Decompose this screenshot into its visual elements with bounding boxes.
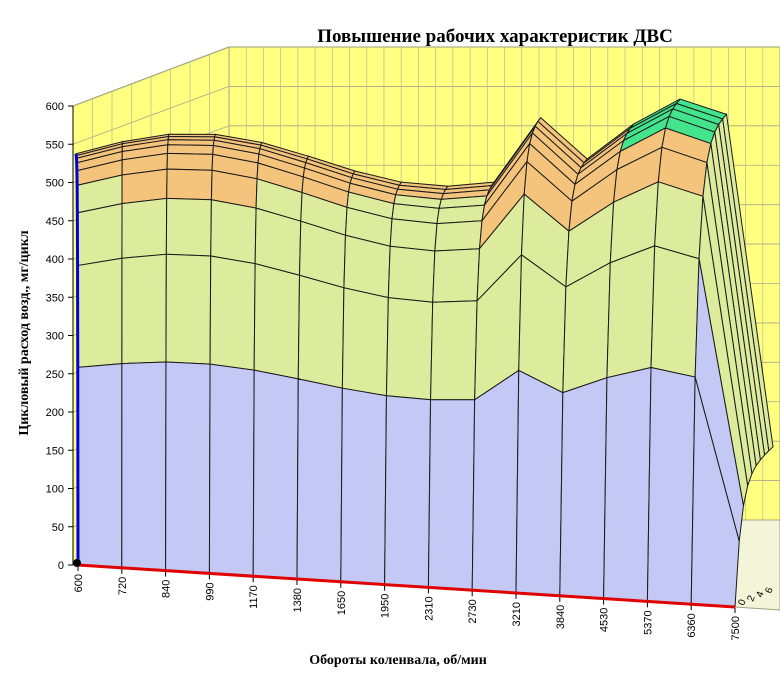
x-tick-label: 2310	[423, 596, 435, 620]
surface-cell	[166, 152, 214, 171]
depth-tick-label: 0	[736, 598, 748, 607]
z-tick-label: 400	[46, 254, 64, 266]
surface-cell	[606, 245, 656, 379]
surface-cell	[76, 202, 123, 267]
surface-cell	[434, 220, 483, 252]
x-tick-label: 1380	[292, 588, 304, 612]
z-tick-label: 550	[46, 139, 64, 151]
surface-cell	[471, 369, 520, 594]
surface-cell	[427, 399, 476, 591]
x-tick-label: 3210	[511, 602, 523, 626]
z-tick-label: 150	[46, 445, 64, 457]
x-tick-label: 720	[117, 577, 129, 595]
z-tick-label: 300	[46, 331, 64, 343]
z-axis-ticks: 0 50 100 150 200 250 300 350 400 450 500 550 600	[46, 101, 73, 572]
front-red-edge	[77, 563, 736, 609]
surface-cell	[209, 255, 256, 371]
z-tick-label: 100	[46, 484, 64, 496]
surface-cell	[650, 245, 700, 378]
surface-cell	[166, 144, 214, 155]
surface-cell	[165, 253, 212, 365]
z-tick-label: 0	[58, 560, 64, 572]
surface-cell	[341, 287, 389, 397]
x-tick-label: 6360	[686, 613, 698, 637]
z-tick-label: 500	[46, 178, 64, 190]
surface-cell	[253, 262, 301, 380]
z-tick-label: 200	[46, 407, 64, 419]
origin-marker	[73, 559, 81, 567]
x-tick-label: 1650	[336, 591, 348, 615]
depth-tick-label: 6	[763, 586, 775, 595]
surface-cell	[389, 218, 438, 252]
surface-cell	[385, 297, 434, 401]
z-tick-label: 50	[52, 522, 64, 534]
surface-cell	[432, 248, 481, 303]
x-axis-title: Обороты коленвала, об/мин	[309, 653, 487, 668]
surface-cell	[121, 361, 167, 572]
surface-cell	[252, 369, 299, 580]
z-tick-label: 350	[46, 292, 64, 304]
x-tick-label: 990	[204, 582, 216, 600]
surface-cell	[121, 253, 167, 365]
surface-cell	[297, 274, 345, 389]
surface-cell	[387, 245, 436, 303]
surface-cell	[121, 168, 168, 205]
surface-cell	[208, 363, 255, 577]
x-tick-label: 840	[161, 580, 173, 598]
y-axis-title: Цикловый расход возд., мг/цикл	[17, 230, 32, 435]
surface-cell	[343, 234, 391, 299]
chart-title: Повышение рабочих характеристик ДВС	[317, 26, 673, 47]
surface-cell	[77, 363, 123, 569]
z-tick-label: 250	[46, 369, 64, 381]
x-tick-label: 4530	[599, 608, 611, 632]
x-tick-label: 3840	[555, 605, 567, 629]
x-tick-label: 1170	[248, 585, 260, 609]
z-tick-label: 600	[46, 101, 64, 113]
surface-cell	[296, 378, 343, 583]
surface-cell	[165, 197, 212, 257]
surface-cell	[603, 366, 652, 602]
x-tick-label: 7500	[730, 616, 742, 640]
surface-cell	[165, 361, 211, 574]
surface-cell	[515, 369, 564, 597]
depth-tick-label: 4	[754, 590, 766, 599]
x-axis-ticks: 600 720 840 990 1170 1380 1650 1950 2310 2730 3210…	[73, 566, 742, 640]
depth-tick-label: 2	[745, 594, 757, 603]
x-tick-label: 5370	[642, 610, 654, 634]
surface-cell	[646, 366, 696, 605]
surface-cell	[430, 300, 478, 401]
surface-mesh	[75, 98, 774, 608]
surface-cell	[559, 376, 608, 600]
x-tick-label: 2730	[467, 599, 479, 623]
surface-cell	[210, 199, 257, 265]
x-tick-label: 1950	[380, 594, 392, 618]
z-tick-label: 450	[46, 216, 64, 228]
surface-cell	[384, 395, 432, 588]
surface-cell	[121, 197, 168, 259]
x-tick-label: 600	[73, 574, 85, 592]
surface-cell	[166, 168, 213, 201]
surface-cell	[340, 387, 387, 586]
surface-cell	[77, 257, 123, 368]
left-blue-edge	[74, 153, 80, 566]
